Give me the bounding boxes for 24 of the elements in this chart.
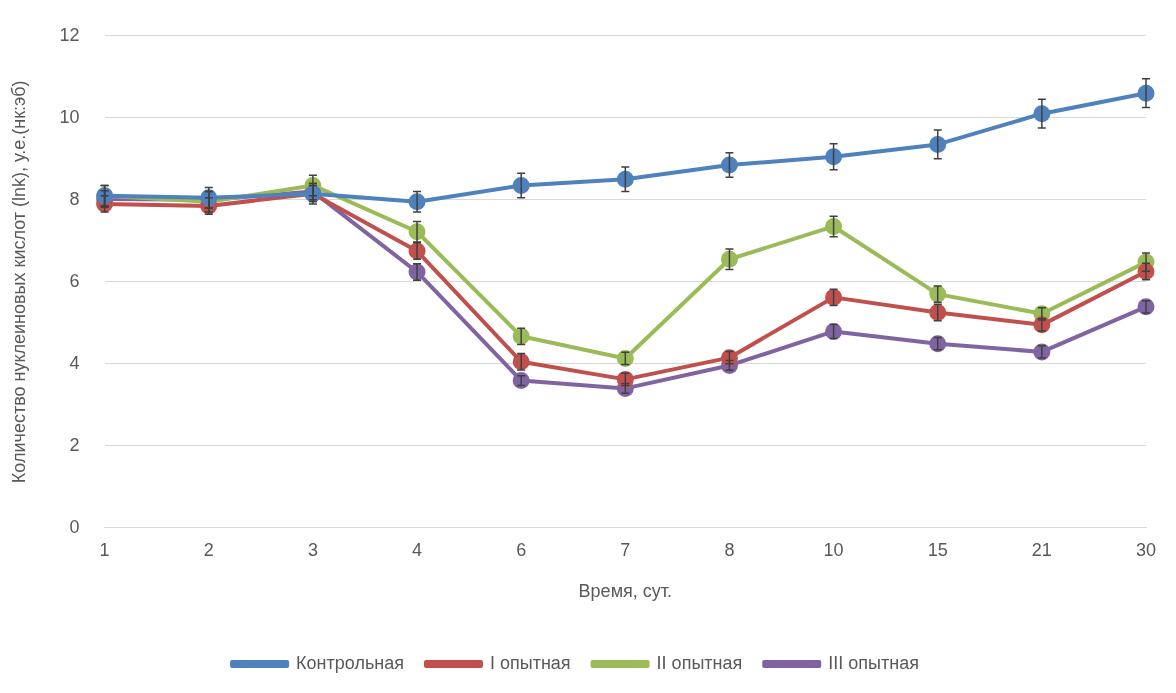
- x-tick-label: 30: [1135, 539, 1157, 560]
- x-axis-title: Время, сут.: [578, 581, 673, 602]
- legend-label: III опытная: [828, 652, 919, 673]
- x-tick-label: 3: [307, 539, 318, 560]
- x-tick-label: 6: [516, 539, 527, 560]
- legend-label: Контрольная: [296, 652, 404, 673]
- y-tick-label: 6: [69, 270, 80, 291]
- legend-label: I опытная: [489, 652, 571, 673]
- x-tick-label: 10: [823, 539, 844, 560]
- y-tick-label: 8: [69, 188, 80, 209]
- x-tick-label: 4: [412, 539, 423, 560]
- y-axis-title: Количество нуклеиновых кислот (lnk), у.е.(нк:эб): [8, 80, 29, 484]
- y-tick-label: 2: [69, 434, 80, 455]
- legend-label: II опытная: [656, 652, 743, 673]
- y-tick-label: 0: [69, 516, 80, 537]
- x-tick-label: 1: [99, 539, 110, 560]
- x-tick-label: 7: [620, 539, 631, 560]
- x-tick-label: 21: [1031, 539, 1052, 560]
- y-tick-label: 10: [59, 106, 80, 127]
- x-tick-label: 2: [203, 539, 214, 560]
- x-tick-label: 15: [927, 539, 948, 560]
- x-tick-label: 8: [724, 539, 735, 560]
- y-tick-label: 12: [59, 24, 80, 45]
- y-tick-label: 4: [69, 352, 80, 373]
